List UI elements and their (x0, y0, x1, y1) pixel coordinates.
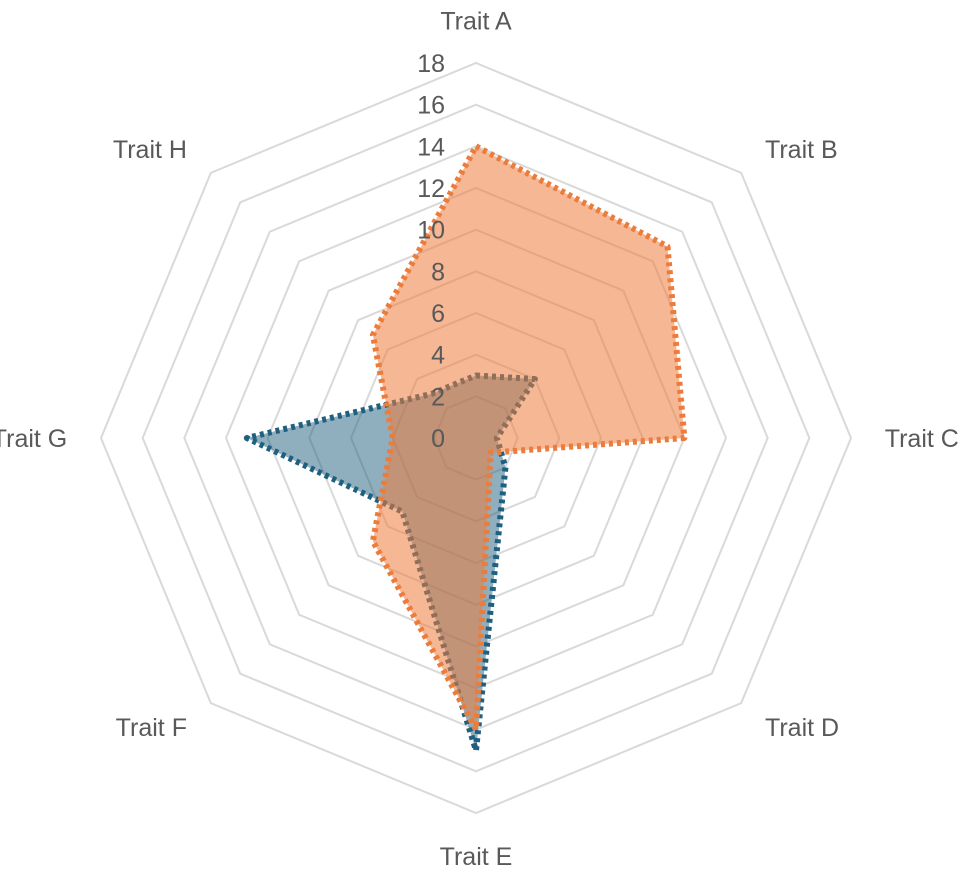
radial-tick-labels: 0 2 4 6 8 10 12 14 16 18 (417, 50, 445, 453)
category-label-trait-b: Trait B (765, 136, 838, 164)
radial-tick-label-6: 6 (431, 300, 445, 328)
category-label-trait-d: Trait D (765, 714, 839, 742)
category-label-trait-e: Trait E (440, 843, 513, 870)
category-label-trait-c: Trait C (885, 425, 959, 453)
category-labels: Trait A Trait B Trait C Trait D Trait E Trait… (0, 7, 959, 870)
radial-tick-label-8: 8 (431, 258, 445, 286)
category-label-trait-a: Trait A (440, 7, 512, 35)
grid-ring-18 (99, 61, 853, 815)
radial-tick-label-0: 0 (431, 425, 445, 453)
radial-tick-label-14: 14 (417, 133, 445, 161)
category-label-trait-h: Trait H (113, 136, 187, 164)
radar-series (243, 143, 688, 754)
series-area-2 (369, 143, 688, 733)
grid-ring-16 (141, 103, 811, 773)
category-label-trait-f: Trait F (116, 714, 187, 742)
category-label-trait-g: Trait G (0, 425, 67, 453)
radial-tick-label-12: 12 (417, 175, 445, 203)
radial-tick-label-16: 16 (417, 92, 445, 120)
radial-tick-label-10: 10 (417, 217, 445, 245)
radial-tick-label-4: 4 (431, 342, 445, 370)
radial-tick-label-2: 2 (431, 383, 445, 411)
radial-tick-label-18: 18 (417, 50, 445, 78)
